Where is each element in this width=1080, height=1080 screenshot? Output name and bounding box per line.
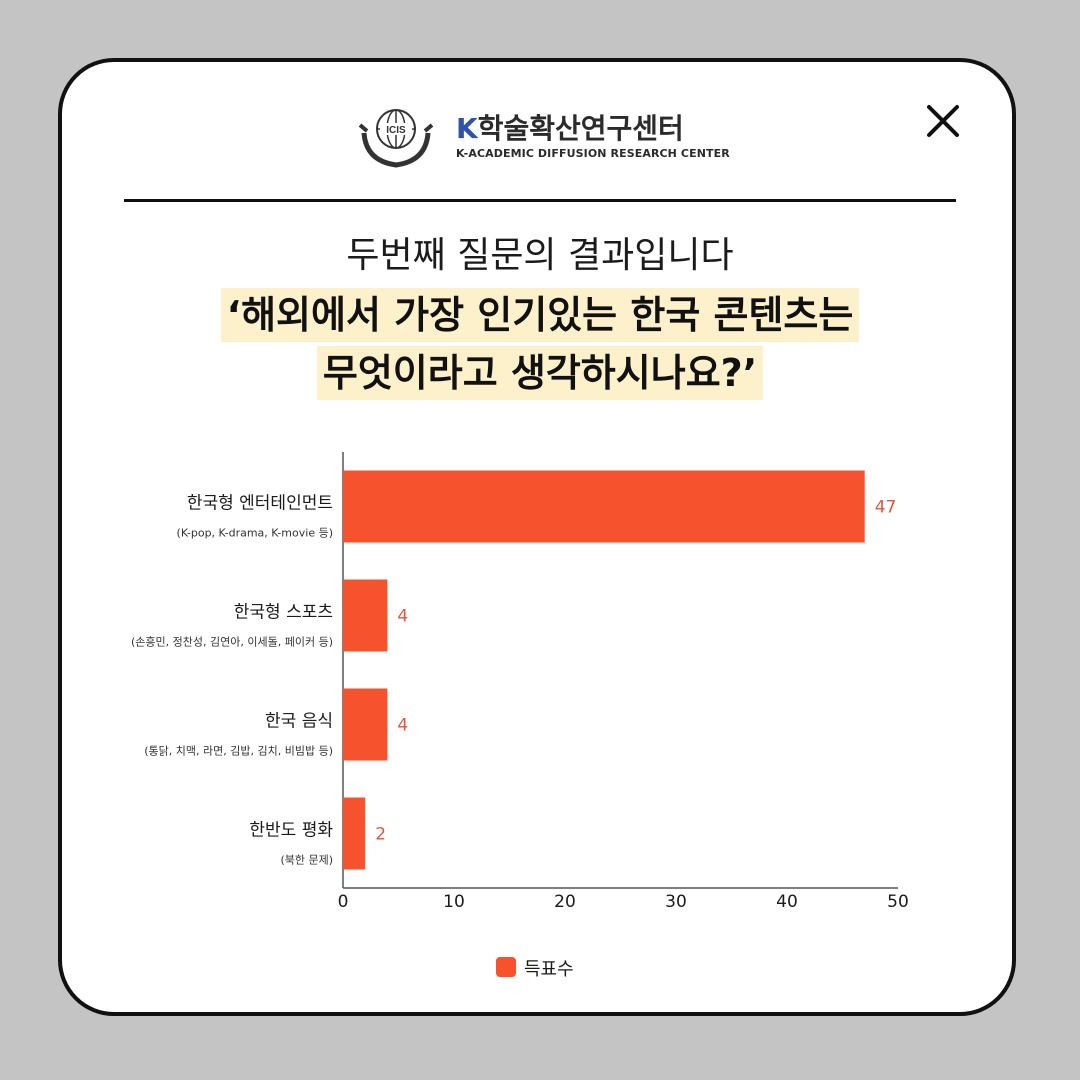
category-label-2: 한국형 스포츠 (234, 603, 333, 623)
page-subtitle: 두번째 질문의 결과입니다 (346, 235, 734, 276)
x-tick-label-30: 30 (665, 892, 687, 912)
legend-swatch (496, 957, 516, 977)
question: ‘해외에서 가장 인기있는 한국 콘텐츠는 무엇이라고 생각하시나요?’ (0, 288, 1080, 400)
question-line-1: ‘해외에서 가장 인기있는 한국 콘텐츠는 (220, 288, 860, 342)
category-label-4: 한반도 평화 (249, 821, 333, 841)
bar-3 (343, 688, 388, 761)
x-tick-label-10: 10 (443, 892, 465, 912)
legend-label: 득표수 (524, 959, 574, 980)
header-divider (124, 199, 956, 202)
x-tick-label-40: 40 (776, 892, 798, 912)
logo-subtitle: K-ACADEMIC DIFFUSION RESEARCH CENTER (456, 147, 730, 160)
value-label-1: 47 (875, 498, 897, 518)
value-label-4: 2 (375, 825, 386, 845)
logo-k: K (456, 112, 478, 145)
question-line-2: 무엇이라고 생각하시나요?’ (316, 346, 764, 400)
category-label-3: 한국 음식 (265, 712, 333, 732)
bar-4 (343, 797, 366, 870)
bar-1 (343, 470, 865, 543)
category-note-4: (북한 문제) (280, 854, 333, 867)
category-note-2: (손흥민, 정찬성, 김연아, 이세돌, 페이커 등) (131, 635, 333, 649)
logo-title-text: 학술확산연구센터 (477, 112, 684, 145)
globe-logo-icon: ICIS (358, 109, 434, 168)
close-icon[interactable] (924, 102, 962, 140)
value-label-3: 4 (397, 716, 408, 736)
value-label-2: 4 (397, 607, 408, 627)
category-note-3: (통닭, 치맥, 라면, 김밥, 김치, 비빔밥 등) (144, 745, 333, 758)
logo: ICIS K학술확산연구센터 K-ACADEMIC DIFFUSION RESE… (356, 103, 736, 173)
logo-badge-text: ICIS (386, 125, 406, 136)
x-tick-label-50: 50 (887, 892, 909, 912)
x-tick-label-0: 0 (338, 892, 349, 912)
x-tick-label-20: 20 (554, 892, 576, 912)
category-label-1: 한국형 엔터테인먼트 (187, 494, 333, 514)
logo-title: K학술확산연구센터 (456, 107, 684, 147)
bar-2 (343, 579, 388, 652)
category-note-1: (K-pop, K-drama, K-movie 등) (177, 527, 333, 540)
